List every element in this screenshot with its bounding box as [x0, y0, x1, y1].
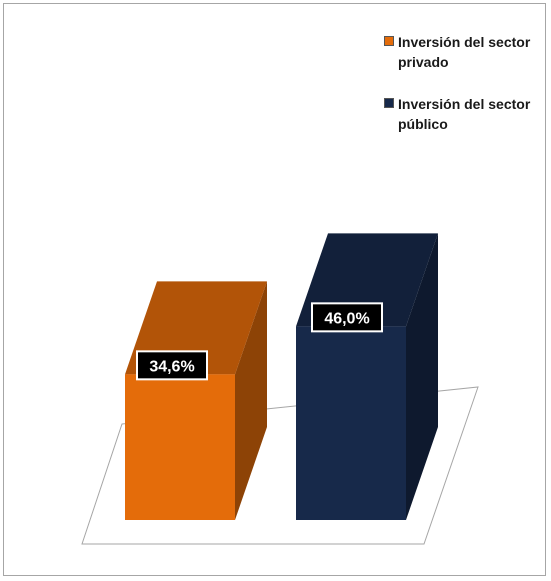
- legend-swatch-publico: [384, 98, 394, 108]
- bar-0: [125, 374, 235, 520]
- chart-frame: 34,6% 46,0% Inversión del sector privado …: [3, 3, 546, 576]
- legend-label-privado: Inversión del sector privado: [398, 34, 531, 70]
- data-label-box-0: [136, 350, 208, 381]
- bar-1: [296, 326, 406, 520]
- data-label-box-1: [311, 302, 383, 333]
- legend-label-publico: Inversión del sector público: [398, 96, 531, 132]
- data-label-1: 46,0%: [324, 310, 369, 327]
- data-label-0: 34,6%: [149, 358, 194, 375]
- bar-side-0: [235, 281, 267, 520]
- legend-swatch-privado: [384, 36, 394, 46]
- chart-plot: 34,6% 46,0%: [81, 233, 479, 545]
- bar-side-1: [406, 233, 438, 520]
